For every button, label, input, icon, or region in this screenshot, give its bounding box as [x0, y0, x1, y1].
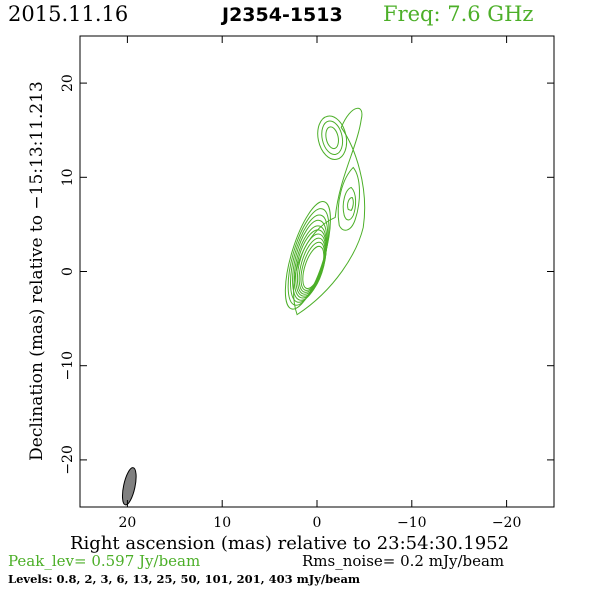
plot-frame [79, 35, 555, 508]
y-tick-label: 20 [60, 74, 76, 92]
x-tick-label: −20 [492, 515, 522, 531]
x-tick-label: −10 [397, 515, 427, 531]
x-tick-label: 0 [313, 515, 322, 531]
source-name: J2354-1513 [222, 4, 343, 26]
contour-levels: Levels: 0.8, 2, 3, 6, 13, 25, 50, 101, 2… [8, 572, 361, 586]
knot-contour [317, 115, 348, 160]
jet-contour [337, 166, 360, 231]
x-tick-labels: 20 10 0 −10 −20 [118, 515, 521, 531]
beam-ellipse [121, 467, 137, 506]
peak-level: Peak_lev= 0.597 Jy/beam [8, 552, 201, 570]
x-axis-label: Right ascension (mas) relative to 23:54:… [70, 533, 510, 554]
y-tick-label: −20 [60, 445, 76, 475]
y-tick-label: 10 [60, 168, 76, 186]
x-tick-label: 10 [213, 515, 231, 531]
y-tick-label: −10 [60, 351, 76, 381]
jet-contour [342, 186, 357, 221]
contour-lines [284, 107, 366, 316]
axis-ticks [80, 36, 554, 507]
y-axis-label: Declination (mas) relative to −15:13:11.… [27, 81, 47, 461]
jet-contour [347, 196, 354, 212]
knot-contour [325, 126, 339, 150]
core-contour [284, 201, 331, 310]
knot-contour [321, 120, 344, 155]
y-tick-label: 0 [60, 267, 76, 276]
observation-date: 2015.11.16 [8, 2, 129, 26]
frequency-label: Freq: 7.6 GHz [383, 2, 534, 26]
beam-shape [121, 467, 137, 506]
jet-contour [293, 107, 366, 316]
x-tick-label: 20 [118, 515, 136, 531]
y-tick-labels: 20 10 0 −10 −20 [60, 74, 76, 474]
rms-noise: Rms_noise= 0.2 mJy/beam [302, 552, 505, 570]
